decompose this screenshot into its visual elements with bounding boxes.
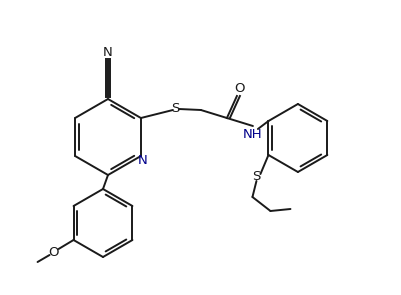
Text: S: S xyxy=(252,171,261,183)
Text: N: N xyxy=(138,155,148,168)
Text: NH: NH xyxy=(243,128,263,141)
Text: N: N xyxy=(103,45,113,58)
Text: O: O xyxy=(235,83,245,96)
Text: S: S xyxy=(171,101,179,114)
Text: O: O xyxy=(48,245,59,258)
